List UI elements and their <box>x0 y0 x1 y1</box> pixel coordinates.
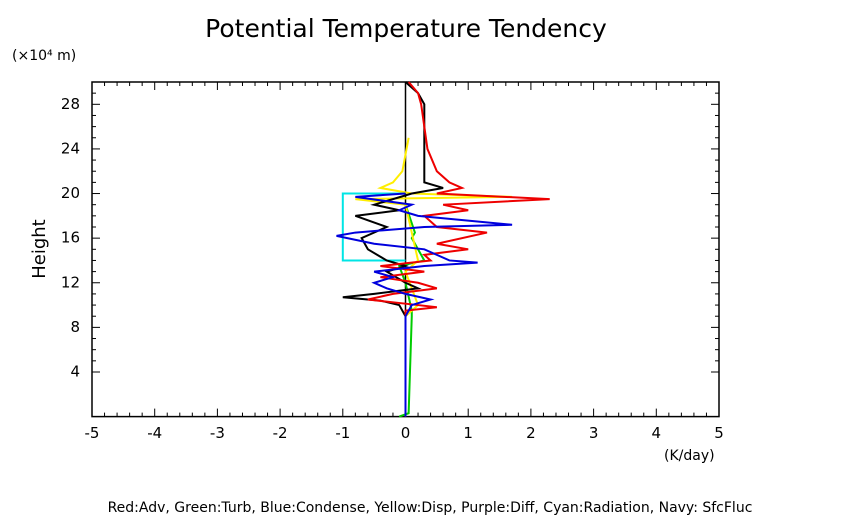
x-tick-label: 0 <box>401 424 411 442</box>
y-tick-label: 16 <box>61 229 80 247</box>
y-tick-label: 4 <box>70 362 80 380</box>
y-tick-label: 8 <box>70 318 80 336</box>
x-tick-label: 3 <box>589 424 599 442</box>
footer-legend: Red:Adv, Green:Turb, Blue:Condense, Yell… <box>108 500 753 516</box>
y-tick-label: 12 <box>61 273 80 291</box>
x-tick-label: 1 <box>463 424 473 442</box>
x-unit: (K/day) <box>664 448 715 464</box>
profile-line <box>342 81 444 417</box>
x-tick-label: -1 <box>335 424 350 442</box>
profile-line <box>367 81 550 417</box>
profile-line <box>341 192 406 262</box>
y-axis-label: Height <box>29 219 50 279</box>
chart-title: Potential Temperature Tendency <box>205 14 607 43</box>
x-tick-label: 4 <box>652 424 662 442</box>
x-tick-label: -5 <box>85 424 100 442</box>
x-tick-label: -4 <box>147 424 162 442</box>
x-tick-label: 2 <box>526 424 536 442</box>
profile-line <box>336 192 513 417</box>
x-tick-label: -2 <box>273 424 288 442</box>
profile-line <box>355 137 513 417</box>
y-tick-label: 28 <box>61 95 80 113</box>
y-tick-label: 20 <box>61 184 80 202</box>
y-tick-label: 24 <box>61 139 80 157</box>
y-unit: (×10⁴ m) <box>12 48 76 64</box>
x-tick-label: -3 <box>210 424 225 442</box>
x-tick-label: 5 <box>714 424 724 442</box>
